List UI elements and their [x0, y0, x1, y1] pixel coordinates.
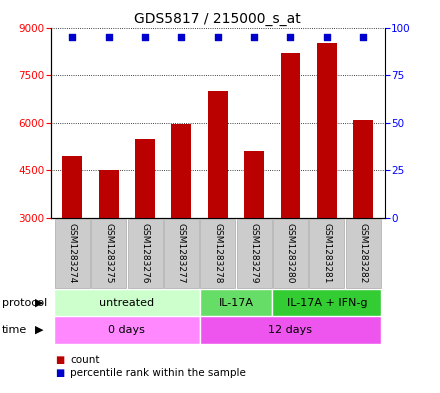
Point	[69, 34, 76, 40]
Bar	[200, 316, 381, 344]
Point	[142, 34, 149, 40]
Bar	[62, 156, 82, 218]
Text: time: time	[2, 325, 27, 335]
Bar	[164, 219, 199, 288]
Bar	[92, 219, 126, 288]
Bar	[54, 316, 200, 344]
Bar	[135, 139, 155, 218]
Text: protocol: protocol	[2, 298, 48, 308]
Point	[323, 34, 330, 40]
Text: GSM1283282: GSM1283282	[359, 223, 368, 284]
Text: IL-17A + IFN-g: IL-17A + IFN-g	[286, 298, 367, 308]
Text: GSM1283281: GSM1283281	[323, 223, 331, 284]
Bar	[55, 219, 90, 288]
Point	[214, 34, 221, 40]
Text: percentile rank within the sample: percentile rank within the sample	[70, 368, 246, 378]
Text: GSM1283280: GSM1283280	[286, 223, 295, 284]
Bar	[317, 43, 337, 218]
Point	[287, 34, 294, 40]
Title: GDS5817 / 215000_s_at: GDS5817 / 215000_s_at	[135, 13, 301, 26]
Text: GSM1283274: GSM1283274	[68, 223, 77, 284]
Bar	[353, 119, 373, 218]
Bar	[281, 53, 301, 218]
Text: ■: ■	[55, 368, 64, 378]
Bar	[346, 219, 381, 288]
Point	[251, 34, 258, 40]
Bar	[309, 219, 344, 288]
Bar	[54, 289, 200, 316]
Text: GSM1283277: GSM1283277	[177, 223, 186, 284]
Bar	[237, 219, 271, 288]
Bar	[99, 171, 119, 218]
Bar	[244, 151, 264, 218]
Text: GSM1283275: GSM1283275	[104, 223, 113, 284]
Point	[178, 34, 185, 40]
Text: untreated: untreated	[99, 298, 154, 308]
Text: count: count	[70, 354, 100, 365]
Text: GSM1283279: GSM1283279	[249, 223, 259, 284]
Text: IL-17A: IL-17A	[219, 298, 253, 308]
Bar	[208, 91, 228, 218]
Bar	[200, 289, 272, 316]
Bar	[200, 219, 235, 288]
Text: ▶: ▶	[35, 298, 44, 308]
Bar	[172, 125, 191, 218]
Point	[105, 34, 112, 40]
Text: ▶: ▶	[35, 325, 44, 335]
Text: ■: ■	[55, 354, 64, 365]
Text: GSM1283278: GSM1283278	[213, 223, 222, 284]
Text: 0 days: 0 days	[109, 325, 145, 335]
Point	[359, 34, 367, 40]
Bar	[273, 219, 308, 288]
Bar	[272, 289, 381, 316]
Bar	[128, 219, 162, 288]
Text: 12 days: 12 days	[268, 325, 312, 335]
Text: GSM1283276: GSM1283276	[141, 223, 150, 284]
